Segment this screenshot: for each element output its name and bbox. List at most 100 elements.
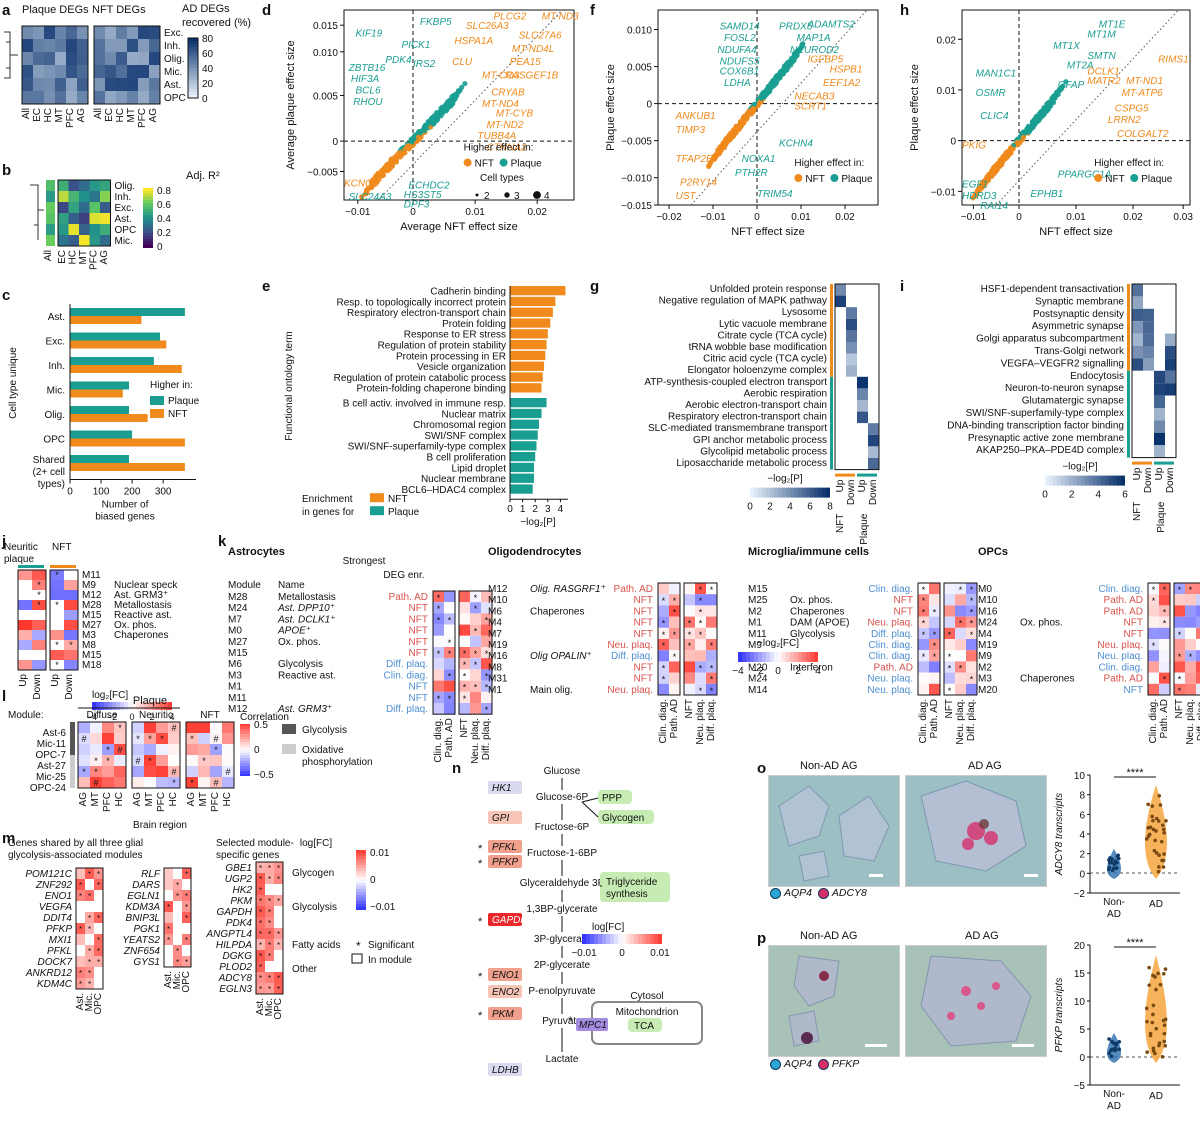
k-cell xyxy=(684,672,695,684)
k-cell xyxy=(459,635,470,647)
j-star: * xyxy=(55,570,59,580)
violin-point-ad xyxy=(1150,804,1155,808)
m-colorbar-seg xyxy=(356,868,366,871)
scatter-point xyxy=(756,100,763,106)
m-colorbar-seg xyxy=(356,895,366,898)
m-star: * xyxy=(259,974,262,983)
k-cell xyxy=(1148,616,1159,628)
colorbar-a-seg xyxy=(188,65,198,68)
violin-point-nonad xyxy=(1117,1039,1122,1044)
heat-cell xyxy=(835,400,846,412)
m-gene: PKM xyxy=(230,896,252,907)
m-cell xyxy=(256,983,265,994)
colorbar-seg xyxy=(754,487,758,498)
j-col: Down xyxy=(64,674,75,700)
k-module: M10 xyxy=(978,595,998,606)
l-mark: * xyxy=(94,756,98,766)
violin-point-ad xyxy=(1146,802,1150,807)
n-node: P-enolpyruvate xyxy=(528,986,596,997)
k-enr: Clin. diag. xyxy=(384,670,428,681)
heat-cell xyxy=(1132,383,1143,396)
heat-a-cell xyxy=(94,65,105,78)
k-col-label: NFT xyxy=(944,699,955,718)
violin-point-ad xyxy=(1158,982,1163,987)
k-cell xyxy=(470,624,481,636)
heat-a-cell xyxy=(138,39,149,52)
k-cell xyxy=(1174,661,1185,673)
colorbar-a-label: AD DEGs recovered (%) xyxy=(182,3,252,29)
k-cell xyxy=(669,605,680,617)
heat-a-frame xyxy=(93,25,161,105)
m-star: * xyxy=(268,908,271,917)
heat-side-bar xyxy=(830,342,833,354)
m-star: * xyxy=(259,985,262,994)
heat-cell xyxy=(868,330,879,342)
k-enr: NFT xyxy=(634,629,653,640)
heat-cell xyxy=(1143,408,1154,421)
m-star: * xyxy=(97,881,100,890)
bar-c-plaque xyxy=(70,308,185,316)
j-cell xyxy=(64,610,78,620)
bar-e xyxy=(510,419,539,429)
j-cell xyxy=(32,590,46,600)
l-cell xyxy=(168,722,180,733)
violin-point-nonad xyxy=(1110,857,1114,861)
k-cell xyxy=(684,627,695,639)
l-mark: # xyxy=(213,734,218,744)
heat-cell xyxy=(1154,420,1165,433)
k-name: Ast. DCLK1⁺ xyxy=(277,614,336,625)
k-cell xyxy=(918,683,929,695)
heat-a-cell xyxy=(66,52,77,65)
m-gene: ANGPTL4 xyxy=(205,929,252,940)
colorbar-tick: 4 xyxy=(1096,490,1102,501)
heat-cell xyxy=(835,446,846,458)
heat-cell xyxy=(868,365,879,377)
m-cell xyxy=(182,912,191,923)
violin-point-ad xyxy=(1161,971,1166,976)
bar-c-category: OPC xyxy=(43,435,65,446)
bar-e xyxy=(510,452,536,462)
scatter-point xyxy=(363,191,369,197)
m-cell xyxy=(94,956,103,967)
m-cell xyxy=(182,956,191,967)
k-cell xyxy=(966,639,977,651)
k-cell xyxy=(706,639,717,651)
n-colorbar-seg xyxy=(586,934,590,944)
heat-cell xyxy=(846,458,857,470)
l-col: HC xyxy=(222,792,233,806)
k-cell xyxy=(459,602,470,614)
k-star: * xyxy=(1152,596,1156,606)
heat-cell xyxy=(868,342,879,354)
m-cell xyxy=(265,906,274,917)
n-star: * xyxy=(478,971,483,983)
heat-b-cell xyxy=(68,224,79,235)
colorbar-a-seg xyxy=(188,86,198,89)
k-cell xyxy=(695,616,706,628)
m-star: * xyxy=(277,875,280,884)
l-mark: # xyxy=(225,767,230,777)
j-bar-plaque xyxy=(18,565,44,568)
scatter-point xyxy=(1035,118,1042,124)
k-cell xyxy=(459,703,470,715)
l-cell xyxy=(210,733,222,744)
m-star: * xyxy=(268,985,271,994)
bar-c-plaque xyxy=(70,406,129,414)
colorbar-b-seg xyxy=(143,191,153,194)
heat-cell xyxy=(1132,408,1143,421)
gene-label-nft: MT-ND2 xyxy=(487,120,524,131)
m-legend-module: In module xyxy=(368,955,412,966)
bar-c-category: Ast. xyxy=(48,312,65,323)
bar-c-nft xyxy=(70,340,167,349)
n-enzyme-box xyxy=(488,913,522,926)
gene-label-plaque: EPHB1 xyxy=(1030,189,1063,200)
panel-label-n: n xyxy=(452,760,462,777)
heat-cell xyxy=(835,295,846,308)
m-star: * xyxy=(268,952,271,961)
k-col-label: NFT xyxy=(459,718,470,737)
colorbar-seg xyxy=(1077,475,1081,486)
k-cell xyxy=(1185,661,1196,673)
k-cell xyxy=(929,616,940,628)
j-cell xyxy=(50,650,64,660)
k-cell xyxy=(444,591,455,603)
k-cell xyxy=(918,616,929,628)
